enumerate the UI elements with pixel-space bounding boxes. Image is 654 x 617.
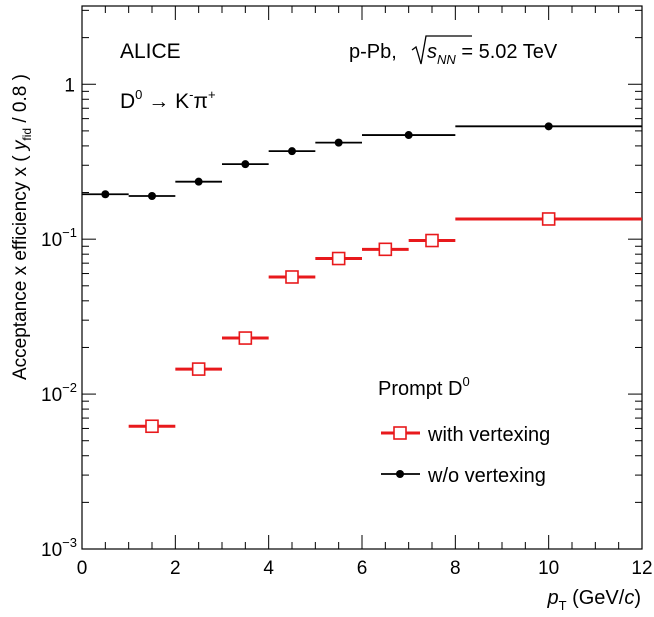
data-point-square bbox=[191, 362, 206, 376]
legend-with-vertexing-label: with vertexing bbox=[427, 424, 550, 446]
data-point-circle bbox=[404, 131, 413, 140]
experiment-label: ALICE bbox=[120, 40, 181, 63]
y-tick-labels: 10−310−210−11 bbox=[41, 75, 77, 561]
x-tick-label: 2 bbox=[170, 558, 181, 579]
data-point-circle bbox=[288, 147, 296, 156]
x-tick-labels: 0 2 4 6 8 10 12 bbox=[77, 558, 653, 579]
data-point-square bbox=[238, 331, 253, 345]
y-tick-exponent: −3 bbox=[62, 535, 77, 550]
y-tick-label: 10−2 bbox=[41, 380, 77, 406]
y-tick-base: 10 bbox=[41, 230, 62, 251]
axis-ticks bbox=[81, 6, 643, 550]
data-point-circle bbox=[194, 177, 203, 186]
plot-frame bbox=[81, 5, 643, 550]
data-point-square bbox=[541, 212, 556, 226]
legend-without-vertexing-label: w/o vertexing bbox=[427, 465, 546, 487]
x-tick-label: 4 bbox=[263, 558, 274, 579]
series-without-vertexing bbox=[82, 122, 642, 200]
y-tick-base: 10 bbox=[41, 540, 62, 561]
x-tick-label: 0 bbox=[77, 558, 88, 579]
data-point-circle bbox=[544, 122, 553, 131]
data-point-square bbox=[378, 242, 393, 257]
legend-header: Prompt D0 bbox=[378, 374, 470, 400]
x-tick-label: 6 bbox=[357, 558, 368, 579]
y-tick-exponent: −1 bbox=[62, 225, 77, 240]
data-point-square bbox=[331, 251, 346, 266]
data-point-circle bbox=[334, 138, 343, 147]
decay-channel-label: D0 → K-π+ bbox=[120, 87, 216, 113]
data-point-square bbox=[425, 233, 439, 248]
legend-without-vertexing-marker bbox=[396, 470, 404, 478]
data-point-circle bbox=[101, 190, 110, 199]
y-tick-label: 10−3 bbox=[41, 535, 77, 561]
x-axis-label: pT (GeV/c) bbox=[546, 587, 641, 613]
x-tick-label: 10 bbox=[538, 558, 559, 579]
data-point-circle bbox=[241, 160, 250, 169]
y-axis-label: Acceptance x efficiency x ( yfid / 0.8 ) bbox=[10, 74, 34, 380]
y-tick-label: 10−1 bbox=[41, 225, 77, 251]
x-tick-label: 8 bbox=[450, 558, 461, 579]
series-with-vertexing bbox=[128, 212, 642, 434]
data-point-circle bbox=[148, 191, 156, 200]
legend: Prompt D0 with vertexing w/o vertexing bbox=[378, 374, 550, 487]
data-series bbox=[82, 122, 642, 434]
legend-with-vertexing-marker bbox=[393, 426, 407, 440]
collision-system-label: p-Pb, bbox=[349, 41, 397, 63]
data-point-square bbox=[145, 419, 159, 434]
data-point-square bbox=[285, 270, 299, 284]
energy-label: sNN = 5.02 TeV bbox=[427, 41, 558, 67]
sqrt-sign-icon bbox=[411, 35, 472, 65]
y-tick-label: 1 bbox=[64, 75, 75, 96]
x-tick-label: 12 bbox=[631, 558, 652, 579]
y-tick-base: 10 bbox=[41, 385, 62, 406]
y-tick-exponent: −2 bbox=[62, 380, 77, 395]
